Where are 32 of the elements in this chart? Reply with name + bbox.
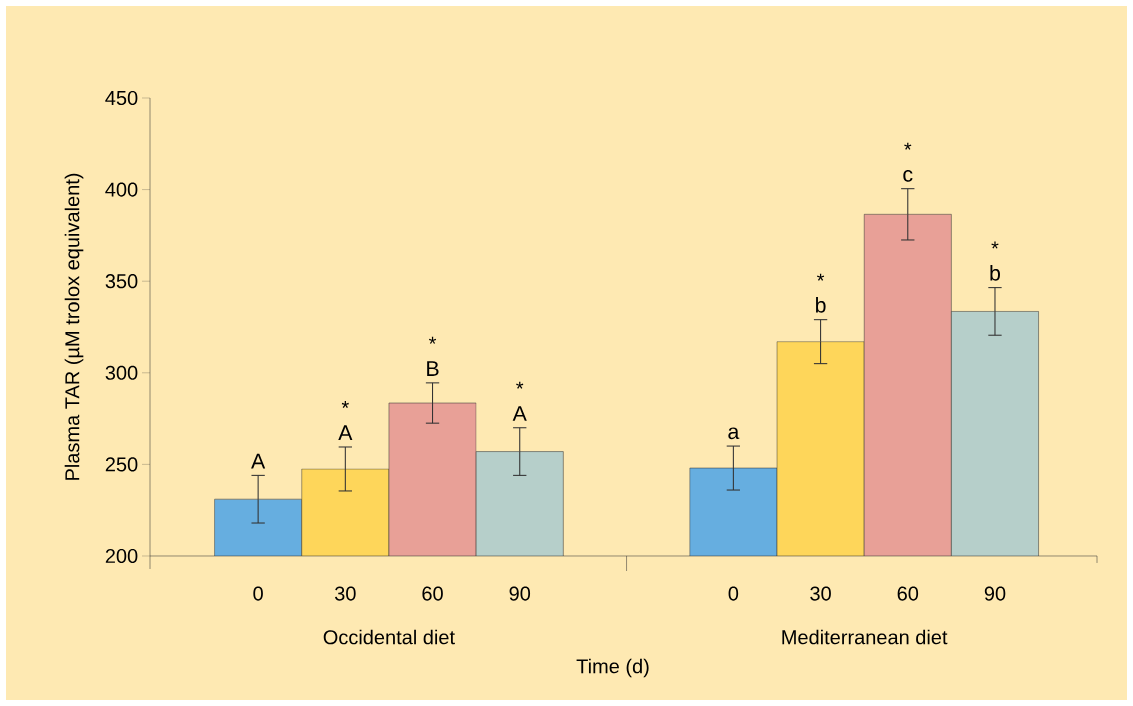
- data-label: A: [251, 453, 266, 469]
- x-axis-title: Time (d): [576, 658, 649, 678]
- x-tick-label: 60: [422, 586, 443, 601]
- text: Mediterranean diet: [782, 629, 948, 645]
- y-tick-label: 200: [105, 548, 138, 564]
- text: Occidental diet: [323, 629, 455, 645]
- annotation: *: [341, 400, 349, 408]
- data-label: c: [903, 170, 913, 182]
- data-label: A: [338, 425, 353, 441]
- y-tick-label: 300: [105, 365, 138, 380]
- annotation: *: [904, 142, 912, 150]
- x-tick-label: 60: [897, 586, 919, 601]
- y-tick-label: 450: [105, 90, 138, 106]
- annotation: *: [428, 336, 437, 344]
- annotation: *: [516, 381, 524, 389]
- data-label: a: [728, 427, 740, 440]
- data-label: b: [990, 265, 1000, 281]
- x-tick-label: 30: [810, 586, 831, 601]
- y-tick-label: 400: [105, 182, 138, 197]
- data-label: b: [816, 297, 826, 313]
- y-axis-title: Plasma TAR (µM trolox equivalent): [64, 173, 84, 480]
- y-tick-label: 250: [105, 457, 138, 472]
- y-tick-label: 350: [105, 274, 138, 289]
- x-tick-label: 0: [728, 586, 739, 601]
- annotation: *: [991, 241, 999, 249]
- data-label: A: [512, 406, 527, 421]
- data-label: B: [427, 361, 439, 376]
- x-tick-label: 30: [334, 586, 356, 601]
- x-tick-label: 90: [509, 586, 531, 601]
- x-tick-label: 0: [253, 586, 263, 601]
- annotation: *: [817, 273, 825, 281]
- x-tick-label: 90: [984, 586, 1006, 601]
